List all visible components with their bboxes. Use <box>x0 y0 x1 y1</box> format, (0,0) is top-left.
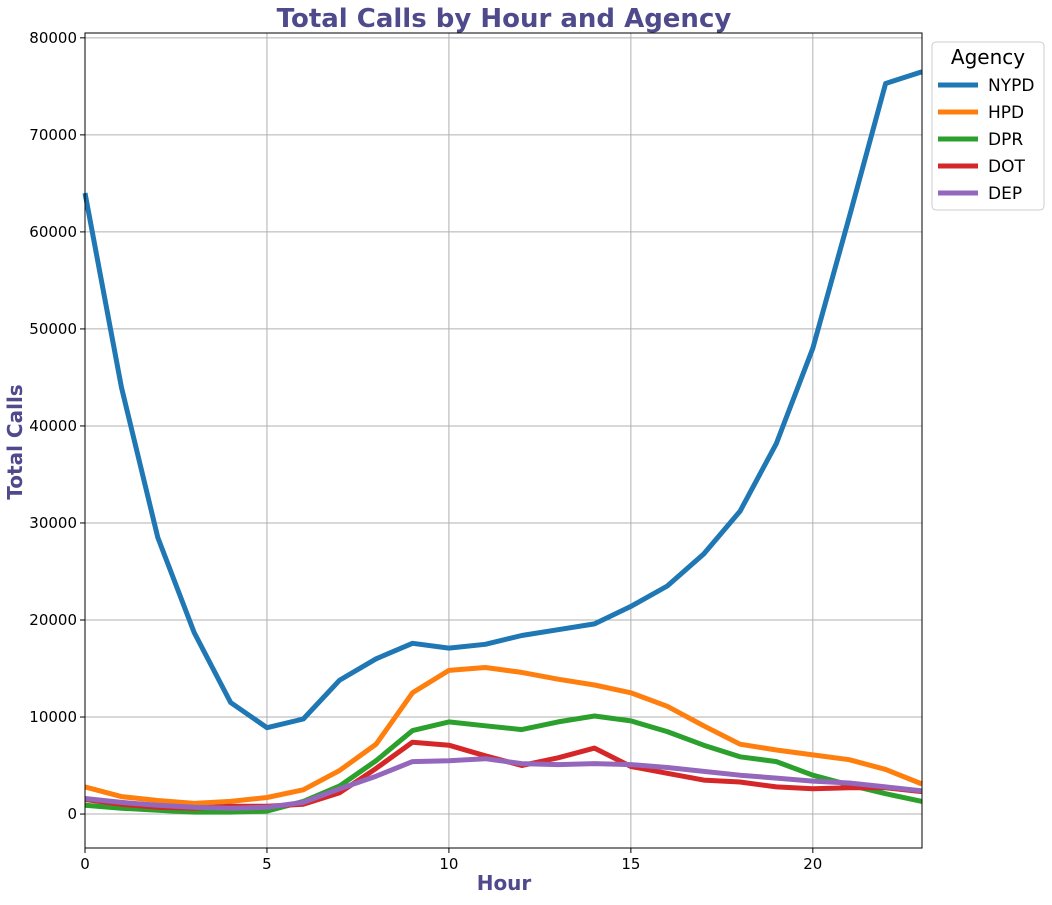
series-line-hpd <box>84 665 923 806</box>
x-tick-label: 0 <box>80 855 90 873</box>
x-tick-label: 10 <box>439 855 458 873</box>
y-tick-label: 40000 <box>29 417 77 435</box>
y-tick-label: 50000 <box>29 320 77 338</box>
x-tick-label: 5 <box>262 855 272 873</box>
x-tick-label: 20 <box>803 855 822 873</box>
legend-title: Agency <box>951 45 1025 69</box>
series-line-nypd <box>82 69 923 731</box>
series-line-dep <box>84 756 923 811</box>
y-axis-label: Total Calls <box>3 384 27 499</box>
chart-title: Total Calls by Hour and Agency <box>277 4 732 34</box>
y-tick-label: 30000 <box>29 514 77 532</box>
legend-label-hpd: HPD <box>988 103 1024 123</box>
y-tick-label: 0 <box>67 805 77 823</box>
x-tick-label: 15 <box>621 855 640 873</box>
y-tick-label: 70000 <box>29 126 77 144</box>
legend-label-nypd: NYPD <box>988 76 1034 96</box>
series-lines <box>82 69 923 815</box>
y-tick-label: 60000 <box>29 223 77 241</box>
legend-label-dot: DOT <box>988 157 1025 177</box>
y-tick-label: 80000 <box>29 29 77 47</box>
legend-label-dep: DEP <box>988 184 1022 204</box>
legend-label-dpr: DPR <box>988 130 1023 150</box>
series-line-dpr <box>84 713 923 815</box>
x-axis-label: Hour <box>477 871 532 895</box>
legend-items: NYPD HPD DPR DOT DEP <box>938 76 1034 204</box>
y-tick-label: 10000 <box>29 708 77 726</box>
y-axis-ticks: 0 10000 20000 30000 40000 50000 60000 70000 8000… <box>29 29 85 823</box>
legend: Agency NYPD HPD DPR DOT DEP <box>931 41 1045 211</box>
y-tick-label: 20000 <box>29 611 77 629</box>
x-axis-ticks: 0 5 10 15 20 <box>80 848 822 873</box>
plot-frame <box>84 32 923 849</box>
